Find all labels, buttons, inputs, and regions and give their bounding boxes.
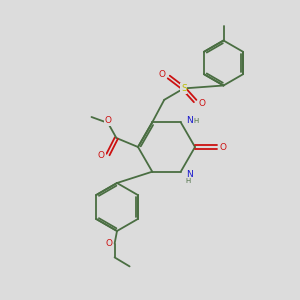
Text: O: O <box>98 152 105 160</box>
Text: N: N <box>186 116 193 125</box>
Text: O: O <box>198 99 205 108</box>
Text: H: H <box>186 178 191 184</box>
Text: H: H <box>194 118 199 124</box>
Text: O: O <box>159 70 166 79</box>
Text: N: N <box>186 169 193 178</box>
Text: S: S <box>181 84 187 93</box>
Text: O: O <box>105 239 112 248</box>
Text: O: O <box>219 142 226 152</box>
Text: O: O <box>104 116 112 125</box>
